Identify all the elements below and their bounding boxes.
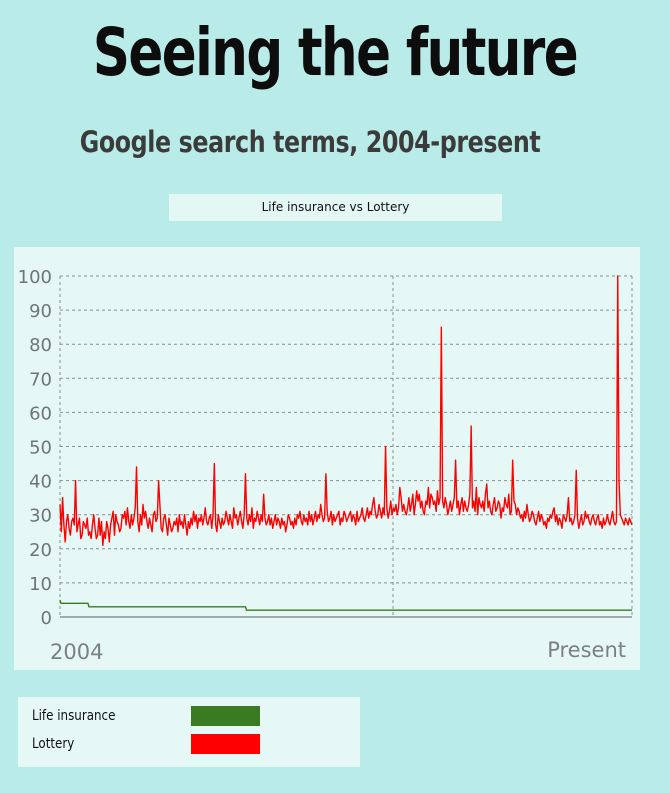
legend-swatch [191,706,260,726]
y-tick-label: 0 [41,608,52,629]
y-tick-label: 20 [29,540,52,561]
line-chart: 0 10 20 30 40 50 60 70 80 90 100 2004 Present [18,267,633,664]
y-tick-label: 40 [29,472,52,493]
chart-panel: 0 10 20 30 40 50 60 70 80 90 100 2004 Present [14,247,640,670]
y-tick-label: 60 [29,403,52,424]
x-tick-label-end: Present [547,638,626,662]
y-tick-label: 10 [29,574,52,595]
y-tick-label: 50 [29,438,52,459]
legend-label: Lottery [32,736,75,752]
y-tick-label: 70 [29,369,52,390]
legend-swatch [191,734,260,754]
legend-label: Life insurance [32,708,116,724]
y-tick-label: 30 [29,506,52,527]
y-tick-label: 80 [29,335,52,356]
page-title: Seeing the future [92,14,579,91]
legend: Life insurance Lottery [18,697,360,767]
series-line-life-insurance [59,599,632,611]
x-tick-label-start: 2004 [50,640,103,664]
y-tick-label: 100 [18,267,52,288]
legend-item-lottery: Lottery [18,734,360,756]
page-subtitle: Google search terms, 2004-present [79,125,541,159]
series-line-lottery [59,275,633,547]
chart-title: Life insurance vs Lottery [169,194,502,221]
y-tick-label: 90 [29,301,52,322]
legend-item-life-insurance: Life insurance [18,706,360,728]
